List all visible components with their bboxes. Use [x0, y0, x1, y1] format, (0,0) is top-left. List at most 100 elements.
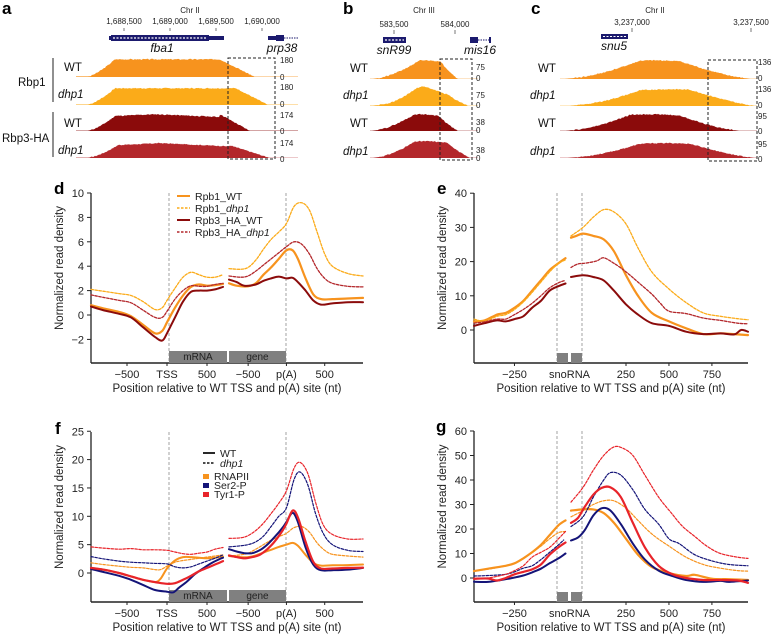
gene-model-mis16: mis16 — [464, 37, 496, 57]
series-line-tyr1p-wt-seg2 — [569, 485, 750, 584]
scale-max: 174 — [280, 111, 294, 120]
series-line-ser2p-dhp1-seg1 — [90, 554, 224, 569]
series-line-rpb3-ha-dhp1-seg2 — [228, 241, 364, 288]
scale-min: 0 — [758, 74, 763, 83]
series-line-ser2p-dhp1-seg2 — [570, 471, 749, 567]
scale-max: 180 — [280, 83, 294, 92]
region-label: gene — [246, 352, 269, 363]
series-line-rpb1-dhp1-seg1 — [473, 259, 567, 322]
region-box-mRNA — [169, 351, 227, 363]
x-tick-label: 250 — [617, 608, 635, 620]
gene-model-snr99: snR99 — [377, 37, 412, 57]
x-tick-label: −250 — [502, 608, 527, 620]
y-tick-label: 6 — [78, 237, 84, 249]
x-axis-label: Position relative to WT TSS and p(A) sit… — [112, 622, 341, 634]
y-tick-label: 40 — [455, 188, 467, 200]
panel-letter-d: d — [54, 179, 64, 198]
region-box-snorna-end — [571, 353, 582, 363]
row-label-wt: WT — [538, 63, 556, 75]
scale-min: 0 — [476, 126, 481, 135]
chromosome-label-a: Chr II — [180, 6, 200, 15]
panel-c: c Chr II 3,237,000 3,237,500 snu5 WT dhp… — [530, 0, 772, 164]
series-line-rpb1-wt-seg1 — [472, 257, 567, 323]
y-tick-label: 0 — [461, 573, 467, 585]
series-line-ser2p-dhp1-seg1 — [473, 539, 565, 577]
x-tick-label: −500 — [115, 608, 140, 620]
gene-model-fba1: fba1 — [109, 35, 224, 55]
gene-exon — [470, 37, 478, 43]
y-tick-label: 20 — [455, 257, 467, 269]
scale-max: 174 — [280, 139, 294, 148]
scale-max: 75 — [476, 91, 485, 100]
y-axis-label: Normalized read density — [437, 444, 449, 568]
row-label-wt: WT — [64, 118, 82, 130]
series-line-tyr1p-dhp1-seg2 — [228, 461, 364, 540]
legend-swatch-rnapii — [203, 474, 209, 479]
row-label-wt: WT — [538, 118, 556, 130]
series-line-tyr1p-dhp1-seg2 — [570, 445, 749, 559]
legend-label-wt: WT — [220, 448, 237, 460]
x-tick-label: −250 — [502, 369, 527, 381]
series-line-rpb1-wt-seg1 — [89, 282, 225, 335]
region-box-snorna-end — [571, 592, 582, 602]
highlight-box-b — [439, 58, 473, 161]
region-box-mRNA — [169, 590, 227, 602]
series-line-rpb1-wt-seg2 — [227, 248, 365, 301]
y-tick-label: 60 — [455, 426, 467, 438]
x-tick-label-snorna: snoRNA — [549, 608, 591, 620]
y-tick-label: 20 — [72, 455, 84, 467]
x-tick-label: 500 — [660, 608, 678, 620]
coverage-tracks-a — [76, 58, 298, 158]
legend-label-rnapii: RNAPII — [214, 471, 249, 483]
region-box-gene — [229, 351, 286, 363]
chart-panel-g: g 0 10 20 30 40 50 60 Normalized read density Pos… — [436, 417, 750, 634]
scale-max: 38 — [476, 118, 485, 127]
coverage-track — [560, 113, 757, 131]
y-tick-label: 40 — [455, 475, 467, 487]
panel-letter-c: c — [531, 0, 540, 18]
series-line-tyr1p-wt-seg1 — [89, 560, 225, 585]
scale-min: 0 — [758, 155, 763, 164]
region-box-snorna-start — [557, 353, 568, 363]
series-line-rpb3-ha-wt-seg1 — [90, 285, 224, 342]
coverage-track — [370, 60, 478, 79]
legend-f: WT dhp1 RNAPII Ser2-P Tyr1-P — [203, 448, 249, 501]
chart-panel-e: e 0 10 20 30 40 Normalized read density Positio… — [437, 179, 750, 395]
scale-max: 180 — [280, 56, 294, 65]
series-line-rnapii-dhp1-seg2 — [570, 499, 749, 572]
chromosome-label-b: Chr III — [413, 6, 435, 15]
x-axis-label: Position relative to WT TSS and p(A) sit… — [112, 383, 341, 395]
series-line-rpb1-wt-seg2 — [569, 232, 750, 337]
y-tick-label: 10 — [455, 291, 467, 303]
coverage-tracks-c — [560, 59, 757, 158]
series-line-rnapii-dhp1-seg1 — [473, 530, 567, 572]
y-tick-label: 0 — [461, 325, 467, 337]
coverage-track — [370, 140, 478, 158]
coordinate-tick-label: 1,689,500 — [198, 17, 234, 26]
panel-letter-f: f — [55, 419, 61, 438]
x-tick-label: TSS — [156, 369, 177, 381]
panel-letter-b: b — [343, 0, 353, 18]
coverage-track — [76, 142, 298, 158]
row-label-dhp1: dhp1 — [530, 90, 556, 102]
y-tick-label: −2 — [71, 334, 84, 346]
scale-min: 0 — [476, 101, 481, 110]
gene-exon-cds — [276, 35, 284, 41]
scale-min: 0 — [280, 100, 285, 109]
legend-label: Rpb3_HA_dhp1 — [195, 227, 270, 239]
region-label: gene — [246, 591, 269, 602]
x-tick-label: −500 — [236, 608, 261, 620]
series-line-rpb3-ha-dhp1-seg1 — [473, 279, 567, 324]
series-line-tyr1p-dhp1-seg1 — [90, 546, 224, 555]
y-tick-label: 30 — [455, 500, 467, 512]
series-line-rnapii-wt-seg2 — [569, 507, 750, 582]
legend-label: Rpb1_dhp1 — [195, 203, 249, 215]
series-line-rnapii-dhp1-seg2 — [228, 525, 364, 558]
coverage-track — [560, 88, 757, 106]
row-label-dhp1: dhp1 — [58, 89, 84, 101]
y-tick-label: 25 — [72, 426, 84, 438]
scale-min: 0 — [280, 155, 285, 164]
y-axis-label: Normalized read density — [54, 206, 66, 330]
y-axis-label: Normalized read density — [437, 206, 449, 330]
